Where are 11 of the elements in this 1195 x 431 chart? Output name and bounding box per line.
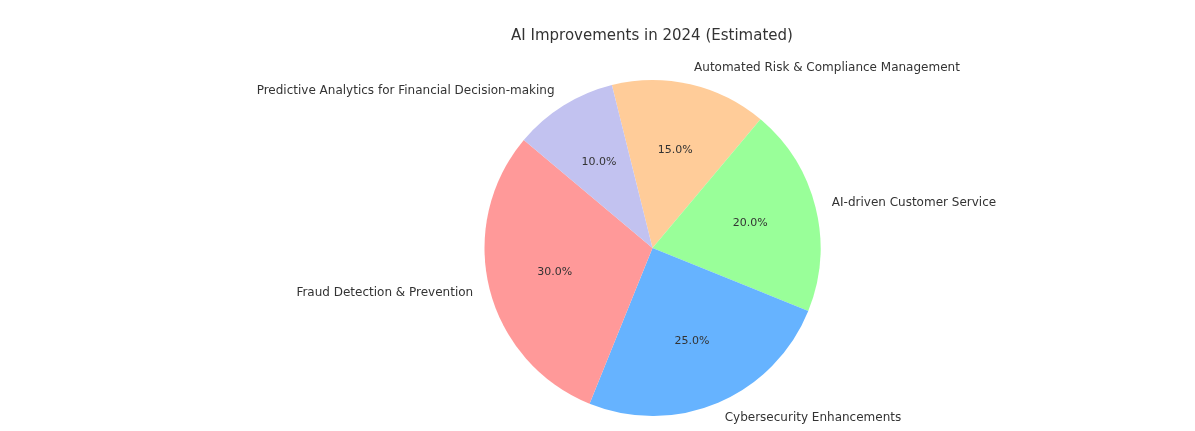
slice-label: AI-driven Customer Service: [831, 195, 997, 210]
slice-label: Automated Risk & Compliance Management: [694, 60, 961, 75]
slice-label: Predictive Analytics for Financial Decision-making: [256, 83, 555, 98]
slice-label: Fraud Detection & Prevention: [296, 284, 474, 299]
chart-title: AI Improvements in 2024 (Estimated): [511, 25, 793, 44]
slice-label: Cybersecurity Enhancements: [724, 410, 902, 425]
data-label: 20.0%: [732, 216, 768, 230]
data-label: 30.0%: [537, 265, 573, 279]
data-label: 25.0%: [674, 333, 710, 347]
data-label: 15.0%: [657, 142, 693, 156]
data-label: 10.0%: [581, 155, 617, 169]
